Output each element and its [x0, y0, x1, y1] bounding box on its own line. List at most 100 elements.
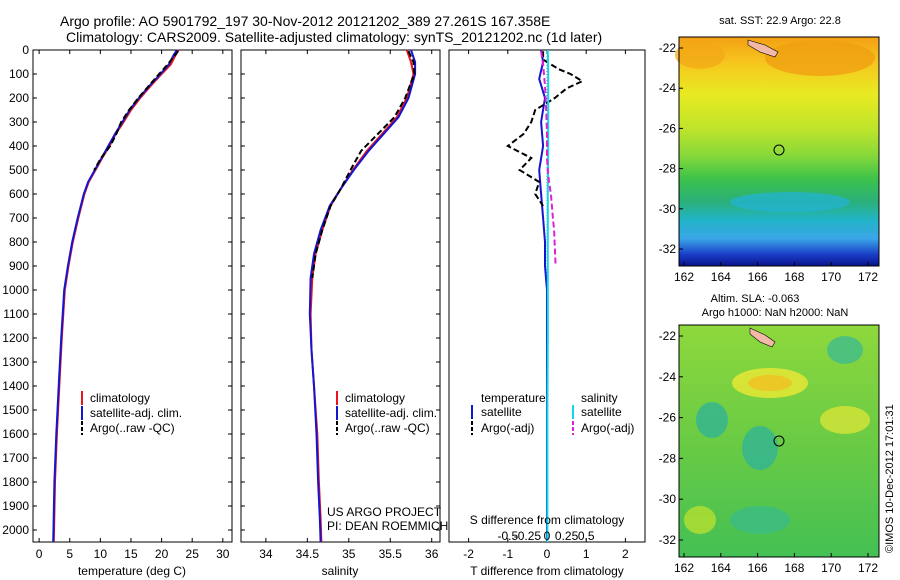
- argo-float-marker: [773, 144, 785, 156]
- depth-tick-label: 300: [9, 115, 29, 129]
- x-tick-label: 0: [36, 547, 43, 561]
- map-x-tick-label: 162: [674, 270, 694, 284]
- depth-tick-label: 1800: [2, 475, 29, 489]
- sla-low-patch: [742, 426, 778, 470]
- difference-axis-ticks: -2 -1 0 1 2: [463, 50, 629, 561]
- depth-tick-label: 1900: [2, 499, 29, 513]
- depth-tick-label: 400: [9, 139, 29, 153]
- x-tick-label: 1: [583, 547, 590, 561]
- sla-map-title-1: Altim. SLA: -0.063: [711, 293, 800, 305]
- depth-tick-label: 500: [9, 163, 29, 177]
- legend-header-salinity: salinity: [581, 391, 618, 405]
- depth-axis-ticks: 0 100 200 300 400 500 600 700 800 900 1000 1100 1200…: [2, 43, 232, 537]
- map-y-tick-label: -32: [659, 242, 677, 256]
- s-tick-label: -0.25: [514, 529, 542, 543]
- salinity-depth-ticks: [241, 49, 440, 531]
- map-x-tick-label: 166: [748, 561, 768, 575]
- legend-label-argo: Argo(..raw -QC): [345, 421, 430, 435]
- difference-panel: -2 -1 0 1 2 temperature salinity satellite A…: [448, 49, 646, 578]
- sst-warm-patch: [765, 40, 875, 76]
- depth-tick-label: 1000: [2, 283, 29, 297]
- s-tick-label: 0.5: [578, 529, 595, 543]
- difference-series: [505, 49, 585, 542]
- temperature-legend: climatology satellite-adj. clim. Argo(..…: [81, 391, 182, 435]
- legend-label-climatology: climatology: [345, 391, 405, 405]
- map-x-tick-label: 172: [858, 561, 878, 575]
- t-difference-label: T difference from climatology: [470, 564, 624, 578]
- x-tick-label: 34.5: [296, 547, 320, 561]
- salinity-panel: 34 34.5 35 35.5 36 climatology satellite-adj…: [240, 49, 448, 578]
- x-tick-label: 36: [425, 547, 439, 561]
- series-line-argo-raw-qc-: [311, 50, 416, 279]
- series-line-s-argo-adj-: [540, 51, 557, 267]
- sla-map-panel: Altim. SLA: -0.063 Argo h1000: NaN h2000…: [659, 293, 880, 575]
- s-tick-label: 0.25: [555, 529, 579, 543]
- legend-label-argo: Argo(..raw -QC): [90, 421, 175, 435]
- x-tick-label: 2: [622, 547, 629, 561]
- depth-tick-label: 0: [22, 43, 29, 57]
- map-y-tick-label: -24: [659, 370, 677, 384]
- temperature-series: [52, 49, 180, 543]
- imos-timestamp: ©IMOS 10-Dec-2012 17:01:31: [884, 404, 896, 553]
- legend-label-s-argo: Argo(-adj): [581, 421, 634, 435]
- x-tick-label: 20: [155, 547, 169, 561]
- x-tick-label: 35.5: [379, 547, 403, 561]
- new-caledonia-coast: [749, 327, 776, 348]
- map-y-tick-label: -28: [659, 451, 677, 465]
- x-tick-label: 35: [342, 547, 356, 561]
- legend-header-temperature: temperature: [481, 391, 546, 405]
- map-x-tick-label: 166: [748, 270, 768, 284]
- new-caledonia-coast: [747, 39, 779, 58]
- sla-low-patch: [696, 402, 728, 438]
- map-x-tick-label: 164: [711, 561, 731, 575]
- x-tick-label: 25: [186, 547, 200, 561]
- s-tick-label: 0: [544, 529, 551, 543]
- sst-cool-patch: [730, 192, 850, 212]
- series-line-satellite-adj-clim-: [308, 49, 417, 543]
- depth-tick-label: 1700: [2, 451, 29, 465]
- sst-warm-patch: [675, 41, 725, 69]
- map-y-tick-label: -22: [659, 329, 677, 343]
- depth-tick-label: 1200: [2, 331, 29, 345]
- series-line-s-satellite: [546, 49, 550, 542]
- x-tick-label: -2: [463, 547, 474, 561]
- sla-low-patch: [827, 336, 863, 364]
- map-y-tick-label: -32: [659, 533, 677, 547]
- map-y-tick-label: -22: [659, 41, 677, 55]
- depth-tick-label: 1400: [2, 379, 29, 393]
- series-line-argo-raw-qc-: [93, 50, 179, 171]
- series-line-t-argo-adj-: [505, 51, 585, 207]
- difference-legend: temperature salinity satellite Argo(-adj…: [471, 391, 634, 435]
- sla-map-axis-ticks: 162 164 166 168 170 172 -22 -24 -26 -28 -30 -32: [659, 329, 879, 575]
- map-x-tick-label: 162: [674, 561, 694, 575]
- map-x-tick-label: 168: [784, 270, 804, 284]
- sst-map-field: [679, 37, 879, 266]
- depth-tick-label: 200: [9, 91, 29, 105]
- depth-tick-label: 900: [9, 259, 29, 273]
- depth-tick-label: 1300: [2, 355, 29, 369]
- sla-high-patch: [820, 406, 870, 434]
- depth-tick-label: 700: [9, 211, 29, 225]
- legend-label-s-satellite: satellite: [581, 405, 622, 419]
- header-line1: Argo profile: AO 5901792_197 30-Nov-2012…: [60, 13, 550, 29]
- map-y-tick-label: -26: [659, 411, 677, 425]
- x-tick-label: 30: [216, 547, 230, 561]
- map-y-tick-label: -24: [659, 81, 677, 95]
- pi-annotation: PI: DEAN ROEMMICH: [327, 519, 448, 533]
- map-y-tick-label: -28: [659, 162, 677, 176]
- legend-label-satellite: satellite-adj. clim.: [345, 406, 437, 420]
- x-tick-label: 34: [259, 547, 273, 561]
- sla-high-patch: [748, 375, 792, 391]
- map-y-tick-label: -30: [659, 492, 677, 506]
- depth-tick-label: 1600: [2, 427, 29, 441]
- legend-label-satellite: satellite-adj. clim.: [90, 406, 182, 420]
- sst-map-panel: sat. SST: 22.9 Argo: 22.8 162 164 166 168 17…: [659, 15, 880, 284]
- sla-low-patch: [730, 506, 790, 534]
- argo-float-marker: [773, 435, 785, 447]
- map-x-tick-label: 170: [821, 561, 841, 575]
- depth-tick-label: 1100: [3, 307, 29, 321]
- legend-label-t-argo: Argo(-adj): [481, 421, 534, 435]
- map-x-tick-label: 170: [821, 270, 841, 284]
- depth-tick-label: 100: [9, 67, 29, 81]
